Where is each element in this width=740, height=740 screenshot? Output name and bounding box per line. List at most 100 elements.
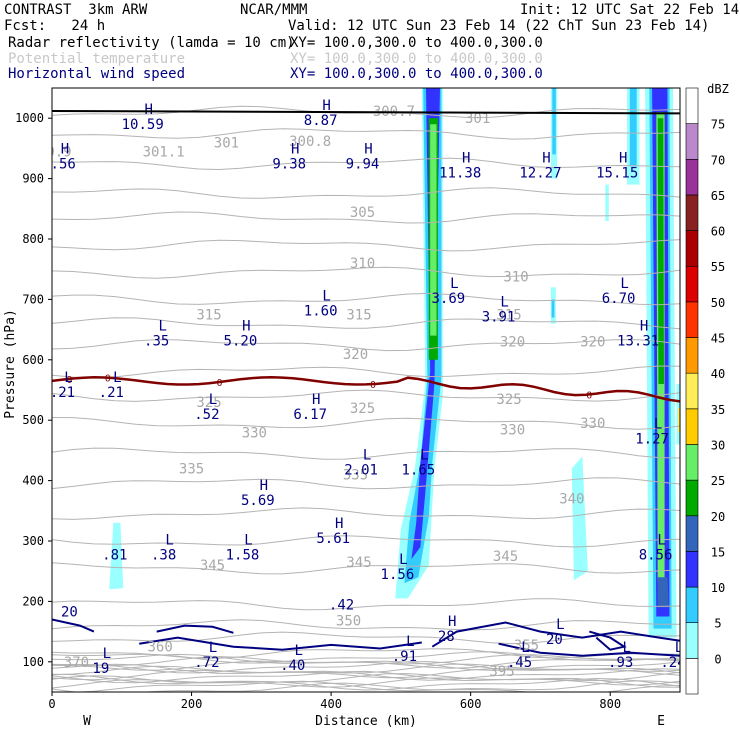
theta-contour xyxy=(52,211,680,224)
wind-extremum-value: .93 xyxy=(608,655,633,671)
reflectivity-area xyxy=(657,577,669,608)
field-theta-name: Potential temperature xyxy=(8,51,186,67)
wind-extremum-value: 3.69 xyxy=(431,291,465,307)
wind-extremum-value: 28 xyxy=(438,629,455,645)
wind-extremum-value: 5.61 xyxy=(316,531,350,547)
theta-label: 310 xyxy=(503,269,528,285)
wind-extremum-value: 6.17 xyxy=(293,407,327,423)
theta-contour xyxy=(52,562,680,575)
wind-extremum-marker: L xyxy=(244,532,252,548)
theta-contour xyxy=(52,365,680,379)
wind-extremum-value: .91 xyxy=(392,649,417,665)
theta-label: 320 xyxy=(580,335,605,351)
theta-contour xyxy=(52,670,680,684)
wind-extremum-value: .42 xyxy=(329,597,354,613)
wind-extremum-marker: L xyxy=(399,552,407,568)
theta-contour xyxy=(52,187,680,199)
wind-contour xyxy=(498,642,680,657)
colorbar-level-label: 70 xyxy=(711,153,725,167)
y-tick-label: 1000 xyxy=(15,111,44,125)
x-tick-label: 400 xyxy=(320,697,342,711)
wind-extremum-value: 8.56 xyxy=(639,547,673,563)
wind-extremum-marker: H xyxy=(619,151,627,167)
field-wind-xy: XY= 100.0,300.0 to 400.0,300.0 xyxy=(290,66,543,82)
wind-extremum-marker: L xyxy=(654,416,662,432)
wind-extremum-marker: L xyxy=(322,288,330,304)
theta-contour xyxy=(52,507,680,520)
colorbar-unit: dBZ xyxy=(707,82,729,96)
freezing-level-label: 0 xyxy=(66,375,72,386)
reflectivity-area xyxy=(657,118,664,384)
theta-label: 315 xyxy=(196,308,221,324)
wind-extremum-marker: L xyxy=(363,448,371,464)
theta-label: 370 xyxy=(64,655,89,671)
theta-contour xyxy=(52,661,680,674)
theta-label: 355 xyxy=(514,638,539,654)
wind-extremum-marker: H xyxy=(462,151,470,167)
theta-label: 315 xyxy=(496,308,521,324)
colorbar-segment xyxy=(685,230,699,267)
wind-extremum-value: 20 xyxy=(61,605,78,621)
wind-extremum-value: .35 xyxy=(144,333,169,349)
colorbar-level-label: 40 xyxy=(711,367,725,381)
reflectivity-area xyxy=(430,124,437,336)
colorbar-level-label: 0 xyxy=(714,652,721,666)
wind-extremum-marker: H xyxy=(335,516,343,532)
y-tick-label: 300 xyxy=(22,534,44,548)
wind-extremum-marker: L xyxy=(406,634,414,650)
wind-extremum-value: 1.65 xyxy=(401,463,435,479)
theta-label: 330 xyxy=(242,425,267,441)
wind-extremum-value: .21 xyxy=(50,385,75,401)
theta-contour xyxy=(52,598,680,611)
wind-extremum-value: 10.59 xyxy=(122,117,164,133)
theta-label: 335 xyxy=(179,462,204,478)
wind-extremum-marker: L xyxy=(165,532,173,548)
wind-extremum-marker: L xyxy=(103,646,111,662)
theta-contour xyxy=(52,660,680,671)
colorbar-segment xyxy=(685,515,699,552)
theta-label: 325 xyxy=(196,395,221,411)
wind-extremum-marker: L xyxy=(657,532,665,548)
wind-extremum-value: .40 xyxy=(280,658,305,674)
wind-extremum-value: 2.01 xyxy=(344,463,378,479)
wind-extremum-value: 9.94 xyxy=(346,157,380,173)
y-tick-label: 500 xyxy=(22,413,44,427)
colorbar-level-label: 65 xyxy=(711,189,725,203)
y-tick-label: 400 xyxy=(22,474,44,488)
colorbar-level-label: 75 xyxy=(711,118,725,132)
reflectivity-area xyxy=(629,88,637,167)
theta-contour xyxy=(52,317,680,330)
west-label: W xyxy=(83,714,91,729)
theta-label: 9.9 xyxy=(46,144,71,160)
theta-label: 310 xyxy=(350,256,375,272)
wind-extremum-marker: H xyxy=(542,151,550,167)
wind-extremum-value: 1.60 xyxy=(304,303,338,319)
theta-label: 320 xyxy=(343,347,368,363)
colorbar-level-label: 20 xyxy=(711,510,725,524)
wind-extremum-value: 9.38 xyxy=(272,157,306,173)
wind-extremum-value: 11.38 xyxy=(439,166,481,182)
colorbar-level-label: 35 xyxy=(711,403,725,417)
colorbar-level-label: 45 xyxy=(711,332,725,346)
colorbar-segment xyxy=(685,87,699,124)
wind-extremum-marker: H xyxy=(640,318,648,334)
wind-extremum-marker: H xyxy=(61,142,69,158)
colorbar-level-label: 30 xyxy=(711,438,725,452)
colorbar-segment xyxy=(685,194,699,231)
theta-label: 330 xyxy=(580,416,605,432)
colorbar-segment xyxy=(685,372,699,410)
wind-extremum-marker: L xyxy=(64,370,72,386)
theta-label: 395 xyxy=(489,664,514,680)
wind-extremum-marker: L xyxy=(620,276,628,292)
wind-extremum-value: 1.58 xyxy=(226,547,260,563)
field-reflectivity-name: Radar reflectivity (lamda = 10 cm) xyxy=(8,35,295,51)
wind-extremum-marker: L xyxy=(622,640,630,656)
wind-extremum-value: .24 xyxy=(660,655,685,671)
wind-extremum-marker: L xyxy=(556,617,564,633)
y-tick-label: 700 xyxy=(22,292,44,306)
colorbar-level-label: 60 xyxy=(711,225,725,239)
freezing-level-label: 0 xyxy=(370,380,376,391)
wind-extremum-marker: L xyxy=(209,392,217,408)
